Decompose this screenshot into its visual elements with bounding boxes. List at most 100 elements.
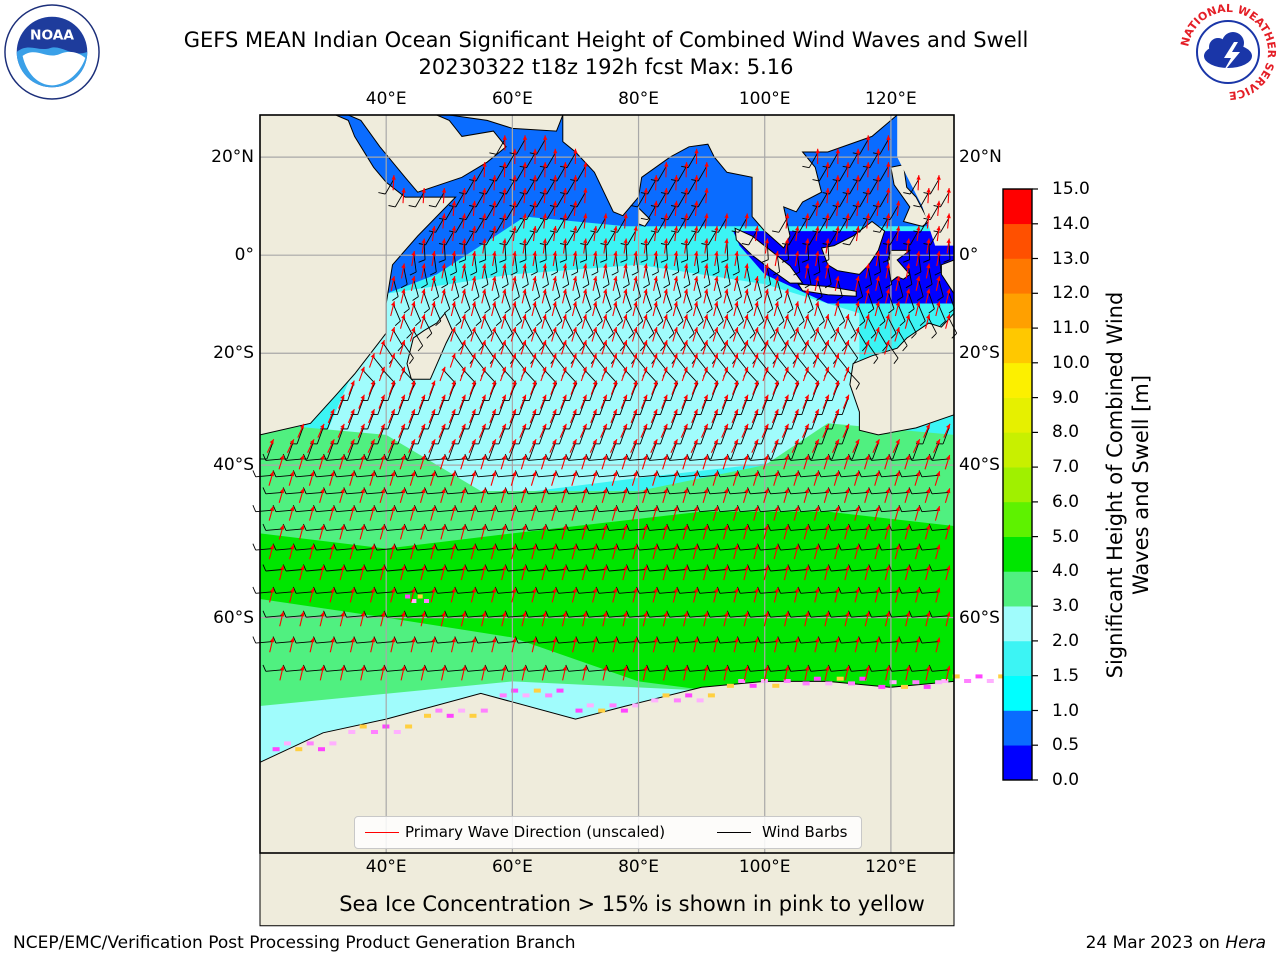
wind-barb <box>872 166 889 182</box>
wind-barb <box>479 204 496 221</box>
sea-ice-cell <box>272 747 280 752</box>
sea-ice-cell <box>556 688 564 693</box>
wind-barb <box>888 343 899 364</box>
wind-barb <box>721 242 729 263</box>
wind-barb <box>622 267 630 289</box>
wind-barb <box>499 204 516 221</box>
colorbar-tick-label: 0.5 <box>1052 735 1080 756</box>
wind-barb <box>663 267 671 289</box>
sea-ice-cell <box>405 724 413 729</box>
wind-barb <box>494 305 502 327</box>
sea-ice-cell <box>424 599 429 603</box>
wind-barb <box>793 255 801 276</box>
wind-barb <box>741 229 758 246</box>
sea-ice-cell <box>295 747 303 752</box>
wind-barb <box>378 179 395 195</box>
wind-barb <box>470 255 478 276</box>
wind-barb <box>494 330 504 352</box>
wind-barb <box>409 255 417 276</box>
wind-barb <box>686 292 693 314</box>
wind-barb <box>539 152 556 169</box>
wind-barb <box>755 280 763 301</box>
wind-barb <box>489 191 506 208</box>
colorbar-tick-label: 13.0 <box>1052 248 1090 269</box>
wind-barb <box>856 280 864 301</box>
sea-ice-cell <box>435 708 443 713</box>
wind-barb <box>595 330 605 352</box>
colorbar-tick-label: 9.0 <box>1052 387 1080 408</box>
wind-barb <box>933 191 950 208</box>
wind-barb <box>872 191 889 208</box>
wind-barb <box>934 255 942 276</box>
sea-ice-cell <box>836 676 844 681</box>
wind-barb <box>595 305 603 327</box>
sea-ice-cell <box>575 708 583 713</box>
wind-barb <box>913 217 930 233</box>
wind-barb <box>553 280 561 301</box>
sea-ice-cell <box>417 594 423 599</box>
sea-ice-cell <box>964 679 972 683</box>
wind-barb <box>876 280 884 301</box>
wind-barb <box>701 242 709 263</box>
wind-barb <box>680 242 689 263</box>
wind-barb <box>660 204 677 221</box>
wind-barb <box>933 217 950 233</box>
wind-barb <box>452 280 460 301</box>
wind-barb <box>579 242 588 263</box>
colorbar-label: Significant Height of Combined Wind Wave… <box>1103 291 1153 679</box>
colorbar-tick-label: 7.0 <box>1052 457 1080 478</box>
wind-barb <box>937 280 944 301</box>
sea-ice-cell <box>901 684 908 689</box>
land-madagascar <box>406 312 453 380</box>
wind-barb <box>867 343 879 364</box>
wind-barb <box>461 267 469 289</box>
wind-barb <box>842 204 859 221</box>
wind-barb <box>570 166 586 182</box>
wind-barb <box>549 191 566 208</box>
wind-barb <box>703 267 711 289</box>
sea-ice-cell <box>998 674 1006 679</box>
sea-ice-cell <box>598 708 606 713</box>
wind-barb <box>539 242 547 263</box>
wind-barb <box>554 305 563 327</box>
colorbar-tick-label: 15.0 <box>1052 179 1090 199</box>
wind-barb <box>706 317 715 339</box>
wind-barb <box>681 204 697 221</box>
wind-barb <box>867 292 875 314</box>
generation-host: Hera <box>1225 933 1266 953</box>
wind-barb <box>429 255 437 276</box>
wind-barb <box>802 152 819 169</box>
sea-ice-cell <box>941 679 949 683</box>
wind-barb <box>650 191 667 208</box>
sea-ice-cell <box>411 599 417 603</box>
wind-barb <box>923 179 940 195</box>
sea-ice-cell <box>405 594 411 599</box>
wind-barb <box>449 217 465 233</box>
wind-barb <box>764 267 772 289</box>
wind-barb <box>594 280 601 301</box>
wind-barb <box>923 242 931 263</box>
colorbar-segment <box>1003 223 1032 259</box>
wind-barb <box>534 305 543 327</box>
wind-barb <box>635 305 644 327</box>
wind-barb <box>640 242 648 263</box>
wind-barb <box>412 280 419 301</box>
wind-barb <box>562 267 570 289</box>
wind-barb <box>544 292 552 314</box>
wind-barb <box>570 217 586 233</box>
noaa-logo: NOAA <box>4 4 100 100</box>
wind-barb <box>852 217 869 233</box>
wind-barb <box>484 317 493 339</box>
colorbar-tick-label: 8.0 <box>1052 422 1080 443</box>
wind-barb <box>837 330 847 352</box>
wind-barb <box>645 317 655 339</box>
wind-barb <box>776 305 785 327</box>
wind-barb <box>761 242 769 263</box>
wind-barb <box>817 330 827 352</box>
wind-barb <box>573 280 581 301</box>
wind-barb <box>519 179 536 195</box>
wind-barb <box>938 305 946 327</box>
wind-barb <box>706 292 713 314</box>
wind-barb <box>654 280 662 301</box>
